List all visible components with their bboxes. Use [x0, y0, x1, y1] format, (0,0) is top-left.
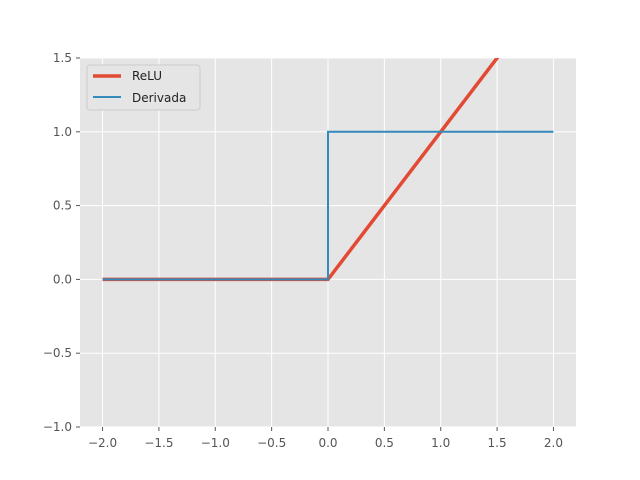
legend-label-relu: ReLU [132, 69, 162, 83]
x-tick-label: 0.5 [375, 436, 394, 450]
y-tick-label: 0.0 [53, 272, 72, 286]
legend-label-derivada: Derivada [132, 91, 186, 105]
x-tick-label: −1.0 [201, 436, 230, 450]
y-tick-label: 1.0 [53, 125, 72, 139]
x-tick-label: 1.0 [431, 436, 450, 450]
y-tick-label: −1.0 [43, 420, 72, 434]
y-tick-label: 0.5 [53, 199, 72, 213]
x-axis-ticks: −2.0 −1.5 −1.0 −0.5 0.0 0.5 1.0 1.5 2.0 [88, 427, 563, 450]
y-tick-label: 1.5 [53, 51, 72, 65]
y-axis-ticks: −1.0 −0.5 0.0 0.5 1.0 1.5 [43, 51, 80, 434]
legend: ReLU Derivada [86, 64, 201, 111]
series-layer [102, 58, 554, 282]
x-tick-label: −1.5 [144, 436, 173, 450]
y-tick-label: −0.5 [43, 346, 72, 360]
x-tick-label: −2.0 [88, 436, 117, 450]
x-tick-label: 2.0 [544, 436, 563, 450]
x-tick-label: 1.5 [488, 436, 507, 450]
x-tick-label: 0.0 [318, 436, 337, 450]
x-tick-label: −0.5 [257, 436, 286, 450]
series-line-derivada [102, 130, 554, 281]
